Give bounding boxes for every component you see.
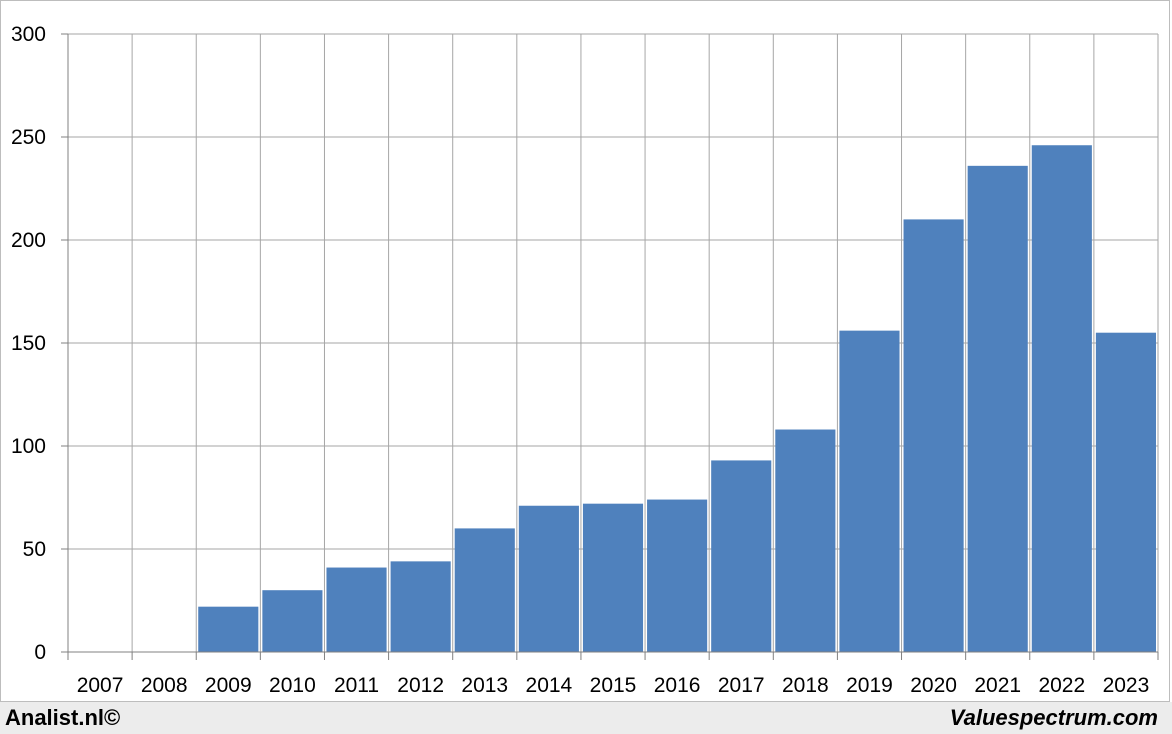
x-tick-label: 2022 <box>1038 674 1085 697</box>
bar-2009 <box>198 606 259 652</box>
y-tick-label: 200 <box>11 229 46 252</box>
x-tick-labels: 2007 2008 2009 2010 2011 2012 2013 2014 2015 2016… <box>77 674 1150 697</box>
bar-2017 <box>711 460 772 652</box>
y-tick-label: 150 <box>11 332 46 355</box>
x-tick-label: 2012 <box>397 674 444 697</box>
bar-2014 <box>518 505 579 652</box>
y-tick-label: 0 <box>34 641 46 664</box>
footer-bar: Analist.nl© Valuespectrum.com <box>0 702 1172 734</box>
bar-2019 <box>839 330 900 652</box>
bar-2018 <box>775 429 836 652</box>
x-tick-label: 2015 <box>590 674 637 697</box>
x-tick-label: 2011 <box>334 674 379 697</box>
bar-2015 <box>582 503 644 652</box>
bar-2016 <box>647 499 708 652</box>
x-tick-label: 2008 <box>141 674 188 697</box>
x-tick-label: 2013 <box>461 674 508 697</box>
x-tick-label: 2010 <box>269 674 316 697</box>
axes <box>61 33 1159 660</box>
chart-frame <box>0 0 1170 702</box>
bar-2023 <box>1095 332 1156 652</box>
y-tick-labels: 0 50 100 150 200 250 300 <box>11 23 46 664</box>
analist-brand: Analist.nl© <box>5 705 121 730</box>
x-tick-label: 2020 <box>910 674 957 697</box>
x-tick-label: 2016 <box>654 674 701 697</box>
x-tick-label: 2019 <box>846 674 893 697</box>
y-tick-label: 50 <box>23 538 46 561</box>
valuespectrum-brand: Valuespectrum.com <box>949 705 1158 730</box>
x-tick-label: 2018 <box>782 674 829 697</box>
x-tick-label: 2009 <box>205 674 252 697</box>
bar-2021 <box>967 165 1028 652</box>
bars <box>198 145 1156 653</box>
bar-2012 <box>390 561 451 652</box>
x-tick-label: 2007 <box>77 674 124 697</box>
x-tick-label: 2023 <box>1103 674 1150 697</box>
bar-2022 <box>1031 145 1092 653</box>
x-tick-label: 2021 <box>974 674 1021 697</box>
y-tick-label: 250 <box>11 126 46 149</box>
y-tick-label: 300 <box>11 23 46 46</box>
bar-2011 <box>326 567 387 652</box>
bar-2010 <box>262 590 323 652</box>
bar-2020 <box>903 219 964 652</box>
bar-2013 <box>454 528 515 652</box>
x-tick-label: 2017 <box>718 674 765 697</box>
x-tick-label: 2014 <box>526 674 573 697</box>
y-tick-label: 100 <box>11 435 46 458</box>
